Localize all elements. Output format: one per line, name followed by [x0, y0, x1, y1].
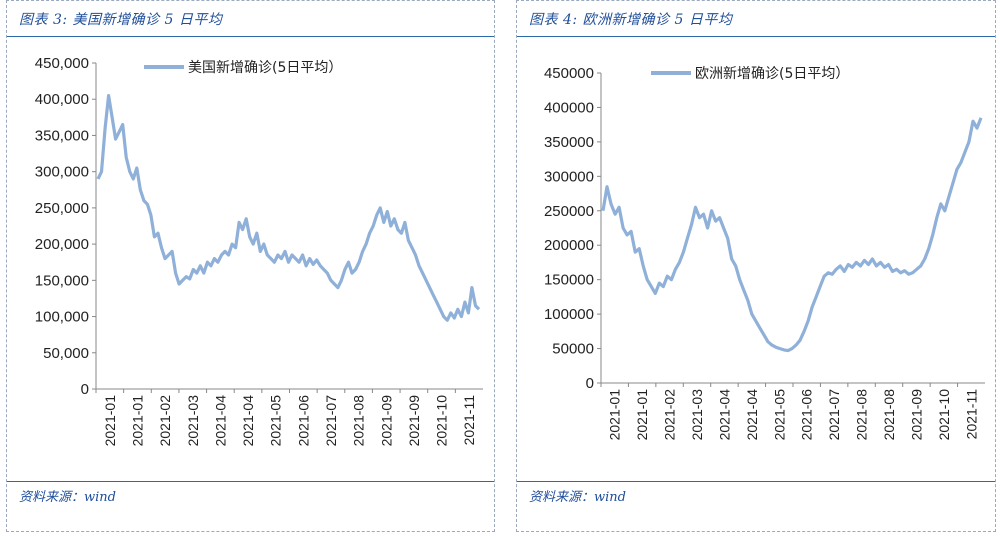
title-divider [517, 36, 995, 37]
chart-panel-us: 图表 3: 美国新增确诊 5 日平均 0 50,000 100,000 150,000… [6, 0, 495, 532]
y-tick-label: 400000 [544, 99, 594, 116]
chart-title-eu: 图表 4: 欧洲新增确诊 5 日平均 [529, 12, 733, 28]
x-tick-label: 2021-05 [771, 389, 787, 441]
y-tick-label: 100000 [544, 306, 594, 323]
x-tick-label: 2021-03 [689, 389, 705, 441]
legend-label: 美国新增确诊(5日平均） [188, 60, 342, 76]
eu-cases-chart: 0 50000 100000 150000 200000 250000 300000 3500… [544, 65, 985, 441]
series-line [601, 117, 983, 353]
x-tick-label: 2021-11 [963, 389, 979, 440]
x-tick-label: 2021-01 [634, 389, 650, 441]
x-tick-label: 2021-04 [240, 395, 256, 447]
x-tick-label: 2021-06 [799, 389, 815, 441]
x-tick-label: 2021-09 [908, 389, 924, 441]
x-tick-label: 2021-09 [378, 395, 394, 447]
x-tick-label: 2021-03 [185, 395, 201, 447]
x-tick-label: 2021-10 [936, 389, 952, 441]
x-tick-label: 2021-04 [212, 395, 228, 447]
x-tick-label: 2021-08 [854, 389, 870, 441]
legend-label: 欧洲新增确诊(5日平均） [695, 66, 849, 82]
y-tick-label: 350,000 [35, 127, 89, 144]
x-tick-label: 2021-09 [406, 395, 422, 447]
x-tick-label: 2021-07 [826, 389, 842, 441]
x-tick-label: 2021-04 [744, 389, 760, 441]
x-tick-label: 2021-08 [881, 389, 897, 441]
y-tick-label: 450000 [544, 65, 594, 82]
y-tick-label: 150,000 [35, 272, 89, 289]
x-tick-label: 2021-07 [323, 395, 339, 447]
chart-title-us: 图表 3: 美国新增确诊 5 日平均 [19, 12, 223, 28]
source-note-eu: 资料来源：wind [529, 490, 626, 505]
y-tick-label: 200,000 [35, 236, 89, 253]
y-tick-label: 0 [586, 375, 594, 392]
y-tick-label: 300,000 [35, 164, 89, 181]
source-divider [517, 481, 995, 482]
y-tick-label: 250,000 [35, 200, 89, 217]
x-tick-label: 2021-06 [295, 395, 311, 447]
x-tick-label: 2021-05 [268, 395, 284, 447]
x-tick-label: 2021-01 [102, 395, 118, 447]
y-tick-label: 0 [81, 381, 89, 398]
x-tick-label: 2021-08 [351, 395, 367, 447]
y-tick-label: 300000 [544, 168, 594, 185]
y-tick-label: 100,000 [35, 309, 89, 326]
x-tick-label: 2021-02 [662, 389, 678, 441]
y-tick-label: 50,000 [43, 345, 89, 362]
series-line [96, 93, 481, 322]
y-tick-label: 400,000 [35, 91, 89, 108]
y-tick-label: 350000 [544, 134, 594, 151]
title-divider [7, 36, 494, 37]
y-tick-label: 200000 [544, 237, 594, 254]
y-tick-label: 150000 [544, 272, 594, 289]
y-tick-label: 250000 [544, 203, 594, 220]
source-note-us: 资料来源：wind [19, 490, 116, 505]
x-tick-label: 2021-01 [607, 389, 623, 441]
y-tick-label: 450,000 [35, 55, 89, 72]
source-divider [7, 481, 494, 482]
chart-panel-eu: 图表 4: 欧洲新增确诊 5 日平均 0 50000 100000 150000 200… [516, 0, 996, 532]
x-tick-label: 2021-02 [157, 395, 173, 447]
x-tick-label: 2021-01 [129, 395, 145, 447]
x-tick-label: 2021-11 [461, 395, 477, 446]
us-cases-chart: 0 50,000 100,000 150,000 200,000 250,000 300,0… [35, 55, 483, 447]
y-tick-label: 50000 [552, 341, 594, 358]
x-tick-label: 2021-10 [434, 395, 450, 447]
x-tick-label: 2021-04 [716, 389, 732, 441]
